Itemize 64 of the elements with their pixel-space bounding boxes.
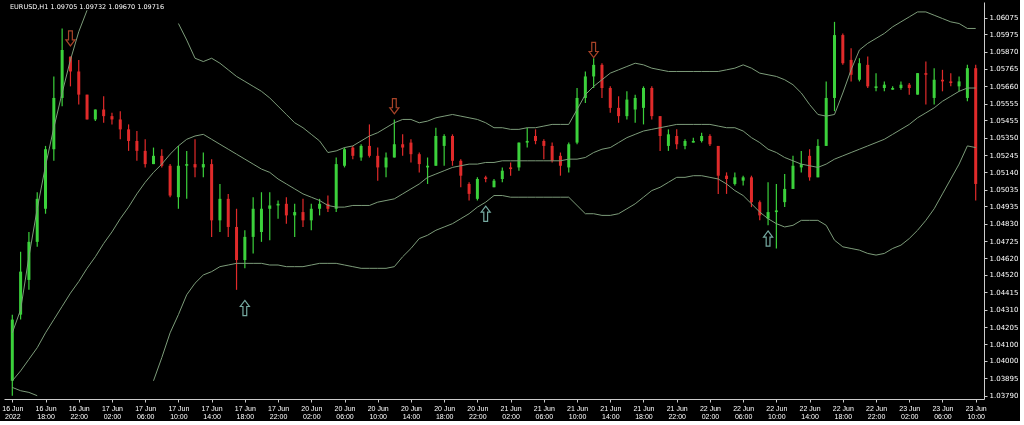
candlestick bbox=[102, 95, 106, 124]
candlestick bbox=[118, 110, 122, 140]
candlestick bbox=[268, 191, 272, 241]
point bbox=[762, 230, 774, 247]
candlestick bbox=[193, 138, 197, 178]
candlestick bbox=[783, 173, 787, 208]
candlestick bbox=[675, 128, 679, 150]
candlestick bbox=[417, 151, 421, 173]
candlestick bbox=[243, 229, 247, 269]
candlestick bbox=[442, 133, 446, 167]
candlestick bbox=[218, 183, 222, 233]
candlestick bbox=[957, 75, 961, 92]
candlestick bbox=[259, 191, 263, 243]
candlestick bbox=[401, 133, 405, 157]
candlestick bbox=[467, 181, 471, 202]
candlestick bbox=[542, 138, 546, 160]
candlestick bbox=[201, 151, 205, 178]
candlestick bbox=[592, 57, 596, 89]
candlestick bbox=[127, 123, 131, 152]
candlestick bbox=[475, 176, 479, 202]
candlestick bbox=[774, 183, 778, 250]
candlestick bbox=[185, 150, 189, 200]
candlestick bbox=[874, 72, 878, 92]
candlestick bbox=[625, 90, 629, 121]
candlestick bbox=[567, 142, 571, 173]
candlestick bbox=[866, 55, 870, 89]
candlestick bbox=[899, 80, 903, 91]
candlestick bbox=[284, 196, 288, 225]
candlestick bbox=[343, 146, 347, 169]
candlestick bbox=[309, 203, 313, 231]
candlestick bbox=[293, 203, 297, 238]
candlestick bbox=[110, 112, 114, 126]
candlestick bbox=[924, 60, 928, 106]
candlestick bbox=[143, 138, 147, 169]
candlestick bbox=[617, 95, 621, 124]
candlestick bbox=[550, 142, 554, 164]
candlestick bbox=[77, 59, 81, 106]
candlestick bbox=[151, 146, 155, 165]
candlestick bbox=[459, 158, 463, 188]
candlestick bbox=[392, 118, 396, 159]
candlestick bbox=[658, 115, 662, 152]
line-series bbox=[11, 87, 977, 382]
candlestick bbox=[367, 123, 371, 159]
candlestick bbox=[766, 181, 770, 226]
candlestick bbox=[409, 138, 413, 164]
candlestick bbox=[525, 127, 529, 149]
candlestick bbox=[600, 62, 604, 99]
candlestick bbox=[633, 94, 637, 124]
candlestick bbox=[725, 171, 729, 195]
candlestick bbox=[376, 146, 380, 182]
candlestick bbox=[932, 67, 936, 106]
candlestick bbox=[641, 85, 645, 126]
candlestick bbox=[857, 57, 861, 82]
candlestick bbox=[608, 85, 612, 114]
candlestick bbox=[666, 128, 670, 152]
candlestick bbox=[301, 198, 305, 228]
candlestick bbox=[833, 21, 837, 112]
candlestick bbox=[135, 130, 139, 162]
candlestick bbox=[558, 151, 562, 177]
candlestick bbox=[583, 70, 587, 104]
candlestick bbox=[791, 155, 795, 190]
candlestick bbox=[384, 151, 388, 178]
candlestick bbox=[916, 72, 920, 96]
candlestick bbox=[808, 148, 812, 182]
